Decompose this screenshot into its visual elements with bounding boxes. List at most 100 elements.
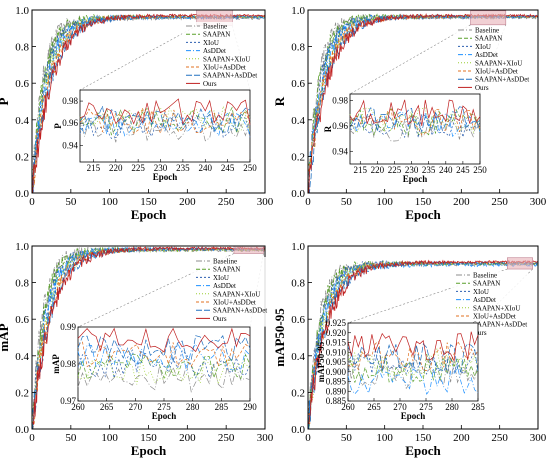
chart-panel-top-left: 0 50 100 150 200 250 300 0.0 0.2 0.4 0.6 0.8 1.0 Epoc…: [0, 5, 274, 222]
legend-label: SAAPAN+AsDDet: [203, 72, 257, 80]
inset-panel: 215 220 225 230 235 240 245 250 0.94 0.96 0.98 Epoc…: [323, 93, 487, 184]
inset-x-tick-label: 245: [456, 165, 470, 175]
y-tick-label: 1.0: [291, 241, 305, 253]
inset-series-line-ours: [77, 327, 251, 353]
y-axis-label: P: [0, 97, 11, 105]
inset-series-line-asddet: [79, 110, 251, 137]
x-tick-label: 100: [101, 432, 118, 444]
legend: BaselineSAAPANXIoUAsDDetSAAPAN+XIoUXIoU+…: [182, 22, 258, 92]
x-tick-label: 250: [491, 196, 508, 208]
legend-label: SAAPAN+AsDDet: [475, 76, 529, 84]
zoom-region: [507, 257, 533, 270]
inset-series-line-saapan: [79, 106, 251, 136]
x-tick-label: 300: [530, 196, 547, 208]
inset-series-line-xiou: [349, 113, 481, 139]
inset-y-tick-label: 0.910: [326, 347, 347, 357]
inset-series-line-ours: [79, 98, 251, 125]
x-tick-label: 150: [415, 432, 432, 444]
y-axis-label: mAP50-95: [272, 308, 287, 367]
y-tick-label: 0.0: [291, 188, 305, 200]
inset-x-tick-label: 275: [157, 402, 171, 412]
zoom-region: [470, 10, 507, 26]
x-tick-label: 50: [65, 432, 77, 444]
legend-label: XIoU: [203, 39, 219, 47]
inset-y-tick-label: 0.99: [60, 322, 76, 332]
x-tick-label: 150: [415, 196, 432, 208]
inset-y-tick-label: 0.915: [326, 338, 347, 348]
inset-x-tick-label: 270: [129, 402, 143, 412]
x-tick-label: 250: [491, 432, 508, 444]
legend-label: SAAPAN: [473, 280, 500, 288]
x-tick-label: 250: [218, 196, 235, 208]
legend-label: SAAPAN+XIoU: [213, 290, 260, 298]
legend-label: SAAPAN: [475, 35, 502, 43]
inset-x-axis-label: Epoch: [403, 174, 428, 184]
legend-label: AsDDet: [203, 47, 226, 55]
legend-label: XIoU: [213, 274, 229, 282]
x-tick-label: 200: [453, 196, 470, 208]
x-tick-label: 200: [453, 432, 470, 444]
legend-label: XIoU+AsDDet: [203, 64, 246, 72]
inset-y-tick-label: 0.96: [332, 121, 348, 131]
zoom-leader-left: [349, 24, 471, 95]
x-tick-label: 0: [305, 196, 311, 208]
legend-label: XIoU: [475, 43, 491, 51]
inset-series-line-ours: [349, 99, 481, 127]
legend-label: XIoU+AsDDet: [213, 299, 256, 307]
x-tick-label: 0: [305, 432, 311, 444]
x-tick-label: 50: [65, 196, 77, 208]
inset-x-tick-label: 275: [419, 402, 433, 412]
series-line-ours: [308, 259, 539, 425]
y-tick-label: 0.8: [15, 278, 29, 290]
inset-x-tick-label: 250: [473, 165, 487, 175]
legend: BaselineSAAPANXIoUAsDDetSAAPAN+XIoUXIoU+…: [192, 257, 268, 327]
inset-x-tick-label: 260: [71, 402, 85, 412]
inset-panel: 260 265 270 275 280 2850.8850.8900.8950.9000.…: [316, 318, 485, 421]
inset-x-tick-label: 245: [221, 163, 235, 173]
y-tick-label: 0.0: [15, 424, 29, 436]
x-tick-label: 200: [179, 432, 196, 444]
zoom-leader-left: [79, 25, 197, 91]
y-axis-label: R: [272, 96, 287, 106]
legend-label: Ours: [203, 80, 217, 88]
inset-x-tick-label: 235: [176, 163, 190, 173]
y-tick-label: 1.0: [15, 241, 29, 253]
inset-x-axis-label: Epoch: [401, 411, 426, 421]
inset-x-tick-label: 290: [243, 402, 257, 412]
inset-series-line-baseline: [77, 364, 251, 393]
legend-label: SAAPAN+XIoU: [475, 59, 522, 67]
inset-x-tick-label: 220: [109, 163, 123, 173]
legend-label: SAAPAN: [213, 266, 240, 274]
inset-series-line-saapan-asddet: [79, 104, 251, 133]
legend-box: [192, 257, 268, 327]
legend-label: SAAPAN+XIoU: [203, 55, 250, 63]
y-tick-label: 1.0: [15, 5, 29, 17]
inset-x-tick-label: 225: [131, 163, 145, 173]
y-tick-label: 0.2: [291, 387, 305, 399]
inset-x-tick-label: 240: [439, 165, 453, 175]
inset-x-tick-label: 280: [186, 402, 200, 412]
inset-x-tick-label: 250: [243, 163, 257, 173]
y-tick-label: 1.0: [291, 5, 305, 17]
x-tick-label: 100: [376, 432, 393, 444]
inset-series-line-ours: [347, 331, 479, 362]
inset-x-axis-label: Epoch: [153, 172, 178, 182]
legend-label: SAAPAN+AsDDet: [473, 321, 527, 329]
legend: BaselineSAAPANXIoUAsDDetSAAPAN+XIoUXIoU+…: [454, 26, 530, 96]
inset-series-line-xiou-asddet: [77, 341, 251, 368]
inset-y-tick-label: 0.905: [326, 357, 347, 367]
inset-series-line-saapan-xiou: [79, 105, 251, 132]
legend-label: Baseline: [213, 258, 237, 266]
x-axis-label: Epoch: [405, 443, 441, 458]
inset-series-line-saapan: [77, 353, 251, 380]
inset-series-line-saapan-xiou: [77, 357, 251, 386]
inset-series-line-saapan: [349, 108, 481, 136]
inset-x-tick-label: 285: [471, 402, 485, 412]
legend-label: SAAPAN+AsDDet: [213, 307, 267, 315]
x-tick-label: 250: [218, 432, 235, 444]
series-line-saapan-xiou: [32, 247, 266, 426]
x-tick-label: 300: [257, 432, 274, 444]
y-tick-label: 0.6: [15, 314, 29, 326]
x-axis-label: Epoch: [405, 207, 441, 222]
inset-y-tick-label: 0.900: [326, 367, 347, 377]
